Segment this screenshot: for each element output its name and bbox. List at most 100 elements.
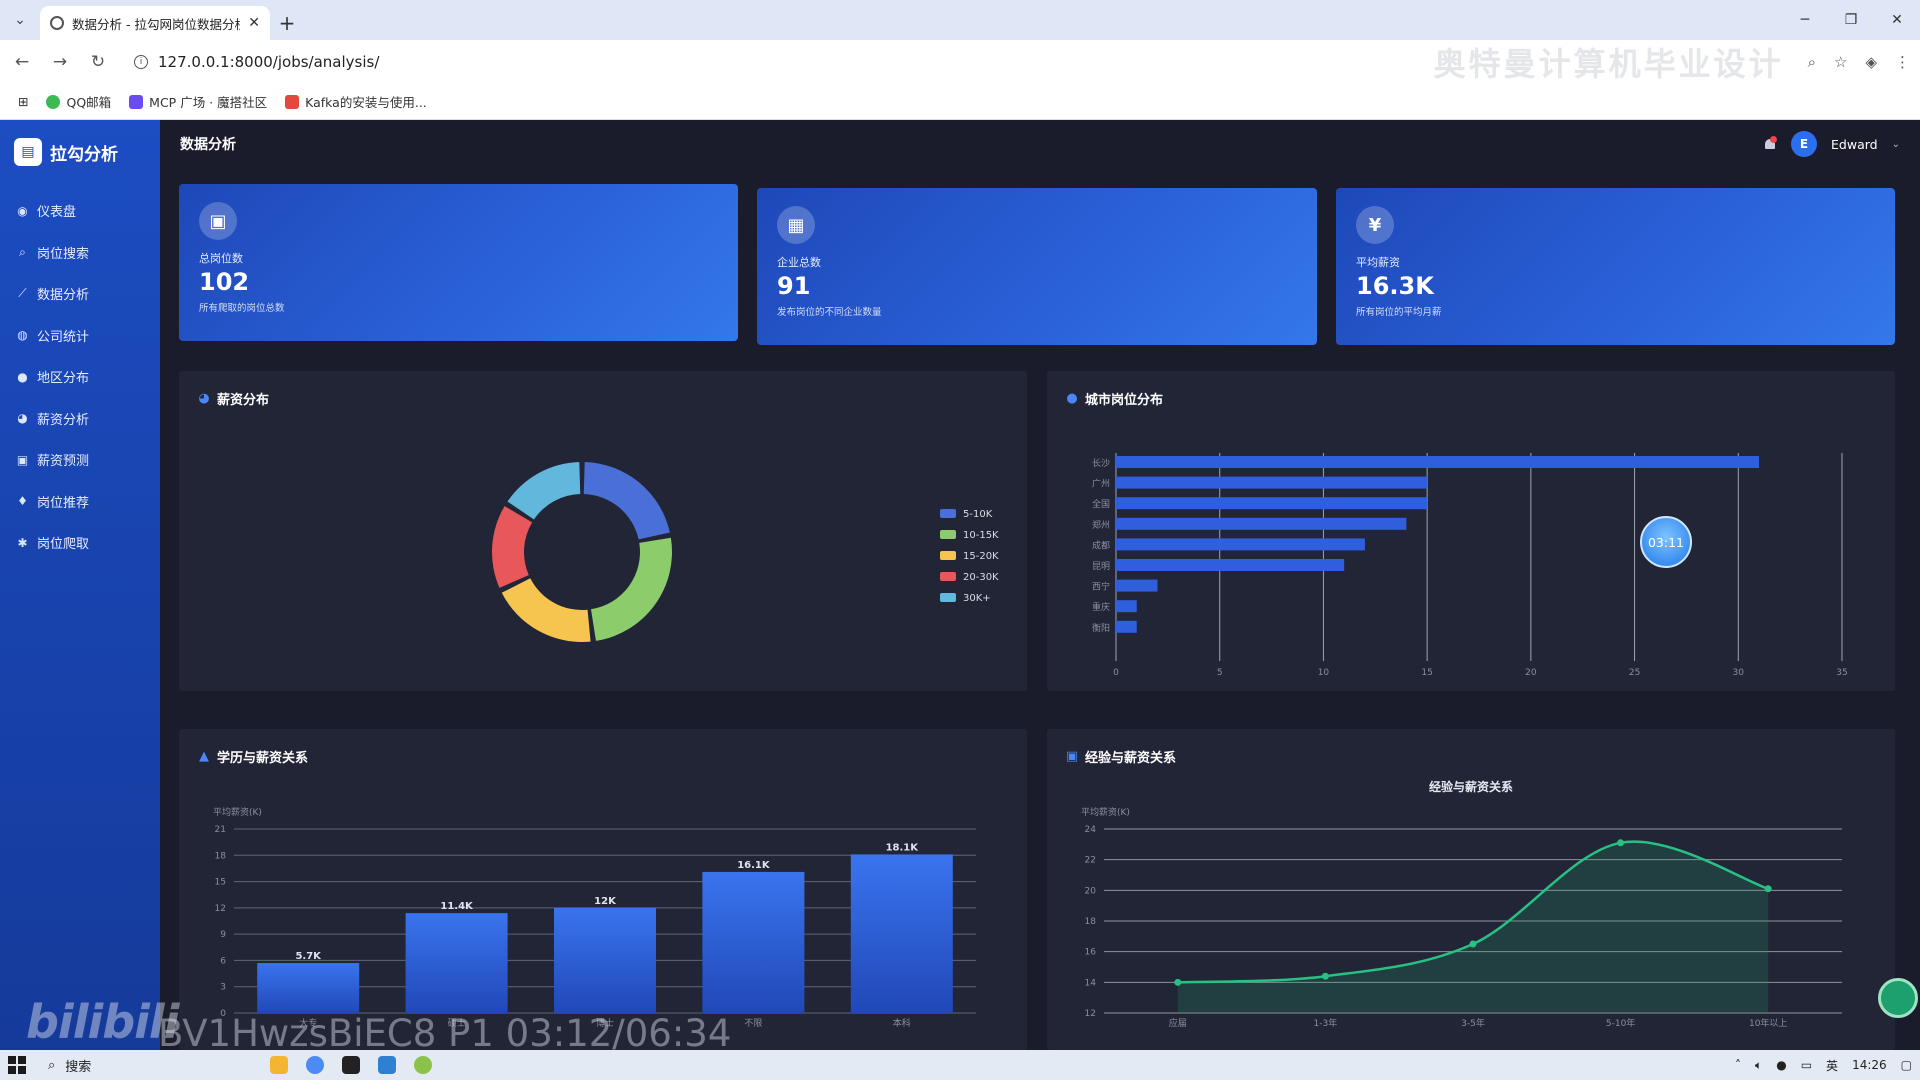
brand-name: 拉勾分析 xyxy=(50,144,118,165)
legend-label: 5-10K xyxy=(963,509,993,520)
clock[interactable]: 14:26 xyxy=(1852,1058,1887,1072)
file-explorer-icon[interactable] xyxy=(270,1056,288,1074)
url-text: 127.0.0.1:8000/jobs/analysis/ xyxy=(158,53,380,71)
chrome-icon[interactable] xyxy=(306,1056,324,1074)
new-tab-button[interactable]: + xyxy=(278,11,296,35)
notification-icon[interactable]: ▢ xyxy=(1900,1058,1912,1072)
y-tick-label: 18 xyxy=(215,851,227,861)
network-icon[interactable]: ▭ xyxy=(1800,1058,1813,1072)
apps-grid-icon[interactable]: ⊞ xyxy=(18,94,29,109)
sidebar-item-dashboard[interactable]: ◉ 仪表盘 xyxy=(17,203,77,221)
sidebar-item-regions[interactable]: ● 地区分布 xyxy=(17,369,90,387)
app-icon[interactable] xyxy=(414,1056,432,1074)
notification-bell-icon[interactable] xyxy=(1763,136,1778,152)
x-tick-label: 15 xyxy=(1421,668,1432,678)
bar xyxy=(850,854,953,1013)
bug-icon: ✱ xyxy=(17,535,28,550)
forward-button[interactable]: → xyxy=(52,52,68,72)
stat-value: 16.3K xyxy=(1356,272,1434,300)
sidebar-item-companies[interactable]: ◍ 公司统计 xyxy=(17,328,90,345)
y-tick-label: 21 xyxy=(215,825,226,835)
close-window-button[interactable]: ✕ xyxy=(1891,12,1903,28)
site-info-icon[interactable]: i xyxy=(134,55,148,69)
bookmark-star-icon[interactable]: ☆ xyxy=(1834,53,1848,71)
stat-value: 91 xyxy=(777,272,811,300)
x-tick-label: 应届 xyxy=(1169,1017,1187,1029)
y-tick-label: 20 xyxy=(1085,886,1097,896)
x-tick-label: 5-10年 xyxy=(1606,1017,1635,1029)
tab-list-button[interactable]: ⌄ xyxy=(14,12,26,28)
data-label: 18.1K xyxy=(886,842,920,853)
sidebar-item-crawl[interactable]: ✱ 岗位爬取 xyxy=(17,535,90,553)
start-button[interactable] xyxy=(8,1056,26,1074)
x-tick-label: 1-3年 xyxy=(1314,1017,1338,1029)
x-tick-label: 5 xyxy=(1217,668,1223,678)
briefcase-icon: ▣ xyxy=(199,202,237,240)
data-point xyxy=(1764,885,1772,893)
bookmark-item[interactable]: MCP 广场 · 魔搭社区 xyxy=(129,92,267,111)
brand[interactable]: ▤ 拉勾分析 xyxy=(0,120,160,184)
y-tick-label: 3 xyxy=(220,983,226,993)
taskbar-search[interactable]: ⌕ 搜索 xyxy=(48,1057,92,1075)
bookmark-item[interactable]: Kafka的安装与使用... xyxy=(285,92,427,111)
y-tick-label: 重庆 xyxy=(1092,601,1110,613)
sidebar-item-forecast[interactable]: ▣ 薪资预测 xyxy=(16,452,90,470)
stat-desc: 所有岗位的平均月薪 xyxy=(1356,307,1442,318)
back-button[interactable]: ← xyxy=(14,52,30,72)
user-area: E Edward ⌄ xyxy=(1763,131,1900,157)
mic-icon[interactable]: ● xyxy=(1776,1058,1787,1072)
taskbar: ⌕ 搜索 ˄ 🔈︎ ● ▭ 英 14:26 ▢ xyxy=(0,1050,1920,1080)
browser-tab[interactable]: 数据分析 - 拉勾网岗位数据分析 ✕ xyxy=(40,6,270,40)
reload-button[interactable]: ↻ xyxy=(90,52,106,72)
search-icon: ⌕ xyxy=(19,244,26,259)
url-field[interactable]: i 127.0.0.1:8000/jobs/analysis/ 奥特曼计算机毕业… xyxy=(124,45,1794,83)
minimize-button[interactable]: ─ xyxy=(1800,12,1810,28)
terminal-icon[interactable] xyxy=(342,1056,360,1074)
vscode-icon[interactable] xyxy=(378,1056,396,1074)
x-tick-label: 35 xyxy=(1836,668,1847,678)
x-tick-label: 25 xyxy=(1629,668,1640,678)
system-tray: ˄ 🔈︎ ● ▭ 英 14:26 ▢ xyxy=(1735,1057,1912,1074)
bilibili-watermark: bilibili xyxy=(26,995,179,1049)
menu-icon[interactable]: ⋮ xyxy=(1895,53,1910,71)
pie-slice xyxy=(492,506,533,588)
stat-label: 总岗位数 xyxy=(199,252,243,265)
close-tab-icon[interactable]: ✕ xyxy=(248,15,260,31)
restore-button[interactable]: ❐ xyxy=(1844,12,1858,28)
extension-icon[interactable]: ◈ xyxy=(1865,53,1877,71)
pie-slice xyxy=(501,578,591,642)
pie-slice xyxy=(507,462,581,520)
pie-icon: ◕ xyxy=(17,411,28,426)
tray-chevron-icon[interactable]: ˄ xyxy=(1735,1058,1742,1072)
globe-icon: ◍ xyxy=(17,328,28,343)
sidebar-item-salary[interactable]: ◕ 薪资分析 xyxy=(17,411,90,428)
y-axis-label: 平均薪资(K) xyxy=(1081,806,1130,818)
volume-icon[interactable]: 🔈︎ xyxy=(1755,1057,1763,1072)
sidebar-item-recommend[interactable]: ♦ 岗位推荐 xyxy=(17,494,90,511)
sidebar-item-analysis[interactable]: ⟋ 数据分析 xyxy=(0,273,160,315)
x-tick-label: 3-5年 xyxy=(1461,1017,1485,1029)
floating-assistant-button[interactable] xyxy=(1878,978,1918,1018)
education-bar-chart: 平均薪资(K) 0 3 6 9 12 15 18 21 5.7K 大专 11.4K 硕士 12K 博士 16.… xyxy=(213,806,976,1029)
user-name[interactable]: Edward xyxy=(1831,136,1878,152)
pin-icon: ● xyxy=(1066,391,1078,406)
forecast-icon: ▣ xyxy=(16,452,29,467)
data-label: 5.7K xyxy=(295,951,322,962)
pie-icon: ◕ xyxy=(198,391,210,406)
stat-card-companies: ▦ 企业总数 91 发布岗位的不同企业数量 xyxy=(757,188,1317,345)
bar xyxy=(1116,620,1137,633)
chevron-down-icon[interactable]: ⌄ xyxy=(1891,138,1900,150)
avatar[interactable]: E xyxy=(1791,131,1818,157)
bookmark-item[interactable]: QQ邮箱 xyxy=(46,92,111,111)
y-tick-label: 西宁 xyxy=(1092,581,1110,593)
y-tick-label: 昆明 xyxy=(1092,561,1110,572)
y-tick-label: 9 xyxy=(220,930,226,940)
zoom-icon[interactable]: ⌕ xyxy=(1807,53,1816,71)
ime-indicator[interactable]: 英 xyxy=(1826,1058,1839,1073)
sidebar-item-search[interactable]: ⌕ 岗位搜索 xyxy=(0,232,160,274)
tab-title: 数据分析 - 拉勾网岗位数据分析 xyxy=(72,16,241,32)
y-tick-label: 郑州 xyxy=(1092,519,1110,531)
stat-value: 102 xyxy=(199,268,250,296)
stat-desc: 发布岗位的不同企业数量 xyxy=(777,307,882,318)
